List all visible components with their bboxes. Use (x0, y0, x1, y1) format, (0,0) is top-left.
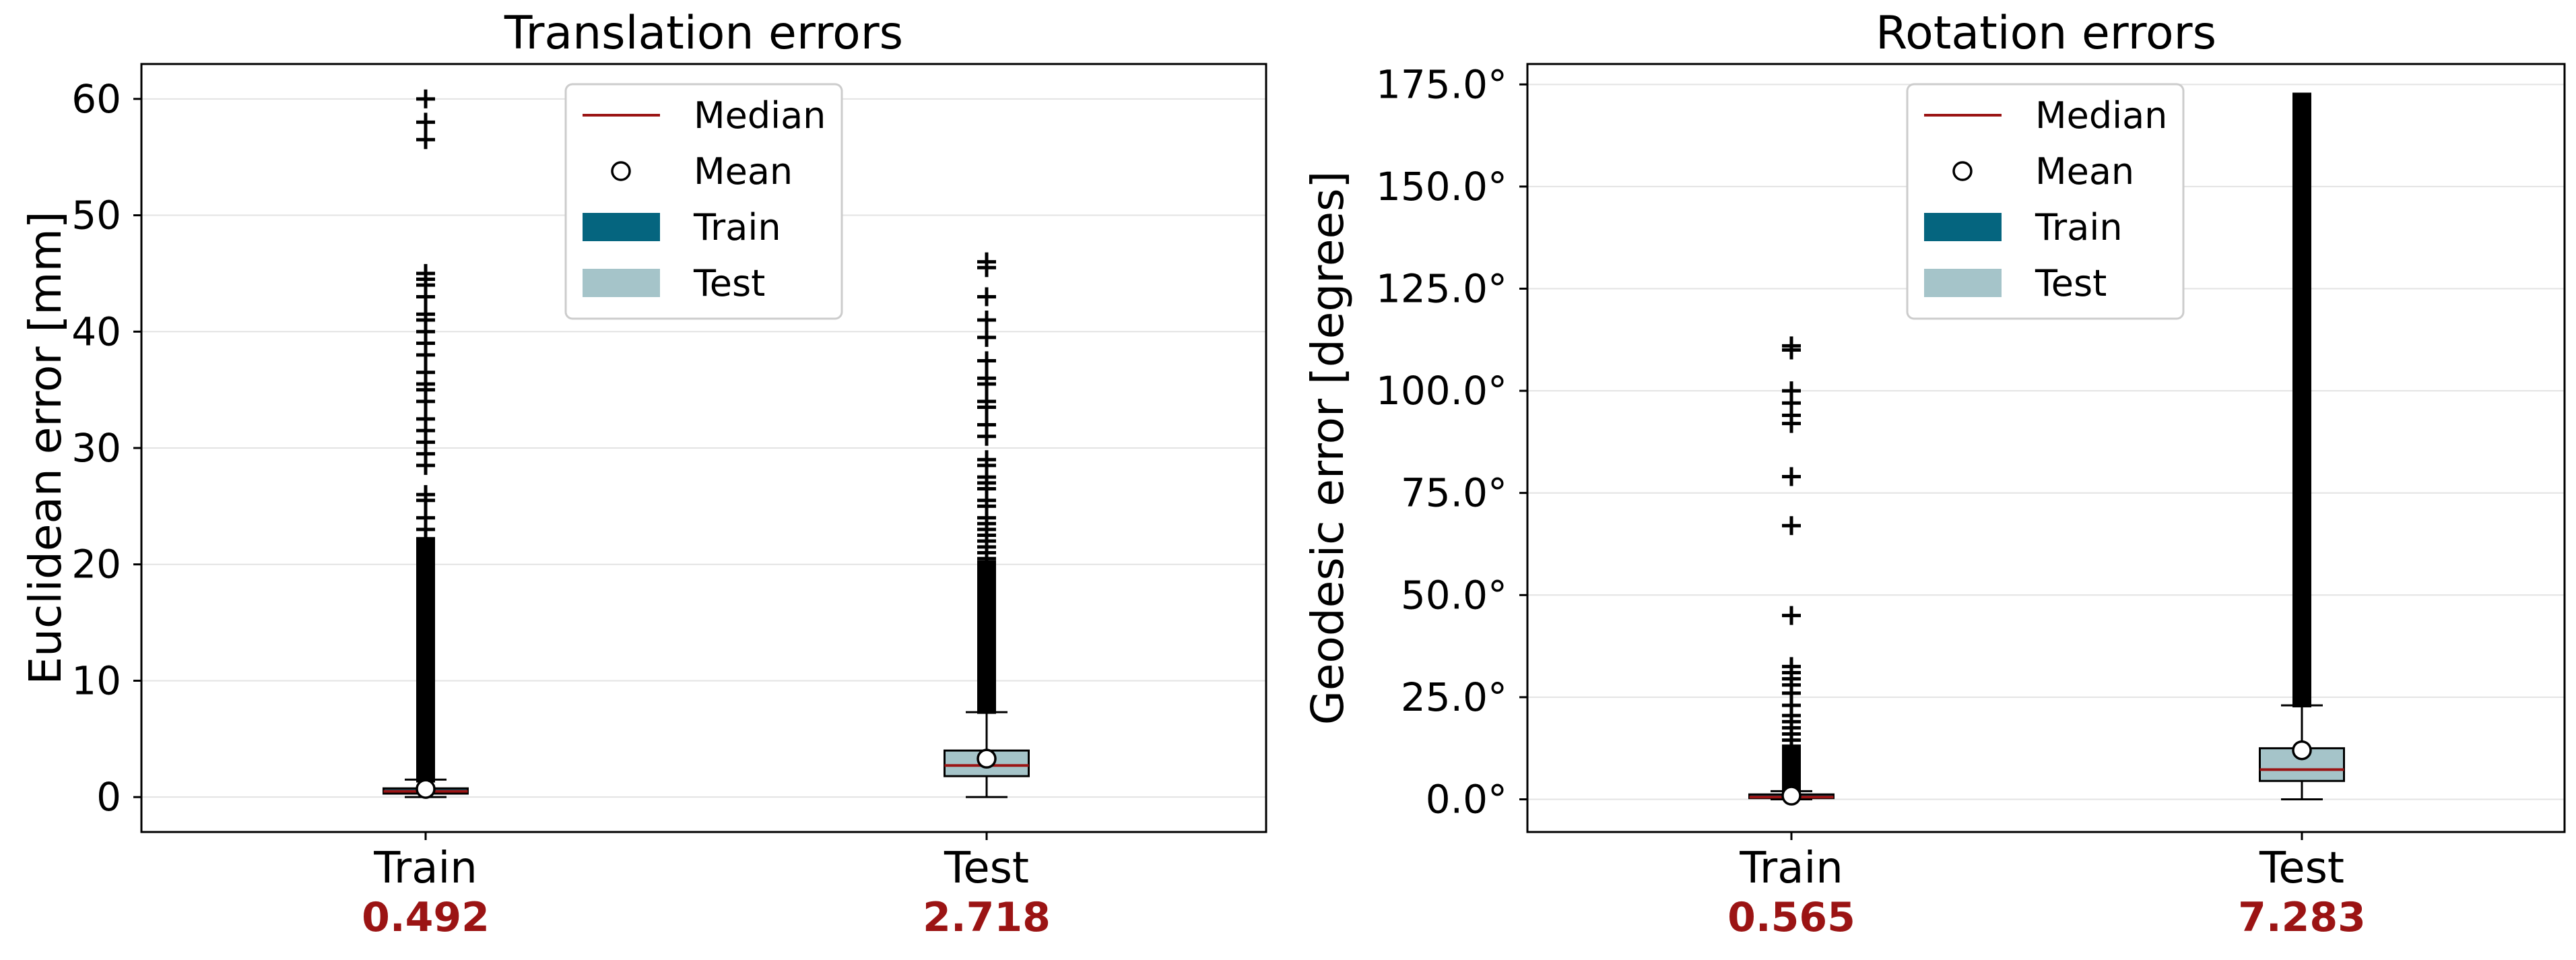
legend-label: Mean (2035, 150, 2134, 193)
flier-point (416, 508, 435, 527)
legend-frame (564, 83, 843, 320)
legend-label: Test (2035, 262, 2107, 305)
median-value-label: 0.565 (1727, 894, 1855, 941)
legend-test-swatch (1924, 269, 2002, 297)
flier-point (1782, 381, 1801, 401)
flier-point (416, 130, 435, 150)
flier-point (977, 369, 996, 388)
median-value-label: 0.492 (362, 894, 490, 941)
x-tick-label: Train (1739, 843, 1843, 893)
legend: Median Mean Train Test (1906, 83, 2185, 320)
flier-point (977, 391, 996, 411)
flier-band (977, 560, 996, 714)
flier-point (1782, 336, 1801, 356)
y-axis-label: Geodesic error [degrees] (1302, 171, 1354, 726)
x-tick-label: Test (944, 843, 1029, 893)
legend-test-swatch (583, 269, 660, 297)
flier-point (416, 113, 435, 132)
box-train (383, 89, 469, 799)
mean-marker (977, 748, 997, 769)
flier-point (416, 89, 435, 108)
y-tick-label: 20 (71, 542, 121, 587)
flier-point (416, 362, 435, 382)
flier-band (2292, 92, 2311, 707)
flier-point (416, 305, 435, 324)
y-axis-label: Euclidean error [mm] (20, 211, 71, 684)
legend-label: Median (694, 94, 826, 137)
legend-mean-swatch (1952, 161, 1973, 181)
legend-label: Median (2035, 94, 2167, 137)
chart-title: Translation errors (504, 7, 903, 60)
plot-frame (1526, 63, 2566, 833)
chart-title: Rotation errors (1876, 7, 2216, 60)
y-tick-label: 25.0° (1401, 674, 1507, 720)
flier-point (977, 327, 996, 347)
legend-label: Train (2035, 206, 2123, 249)
x-tick-label: Train (373, 843, 477, 893)
y-tick-label: 50.0° (1401, 572, 1507, 618)
flier-point (977, 450, 996, 470)
legend-mean-swatch (611, 161, 631, 181)
y-tick-label: 60 (71, 76, 121, 122)
y-tick-label: 0 (96, 774, 121, 820)
legend: Median Mean Train Test (564, 83, 843, 320)
y-tick-label: 125.0° (1376, 266, 1507, 312)
flier-point (1782, 516, 1801, 536)
y-tick-label: 10 (71, 658, 121, 703)
box-train (1748, 336, 1835, 806)
y-tick-label: 175.0° (1376, 61, 1507, 107)
flier-point (977, 415, 996, 435)
flier-point (416, 409, 435, 428)
y-tick-label: 0.0° (1426, 776, 1507, 822)
rotation-errors-panel: 0.0° 25.0° 50.0° 75.0° 100.0° 125.0° 150.0° 175… (1302, 7, 2566, 941)
box-test (944, 252, 1030, 798)
mean-marker (416, 779, 436, 799)
y-tick-label: 50 (71, 193, 121, 238)
median-value-label: 7.283 (2238, 894, 2366, 941)
legend-frame (1906, 83, 2185, 320)
y-tick-label: 30 (71, 425, 121, 471)
y-tick-label: 40 (71, 309, 121, 354)
flier-point (1782, 606, 1801, 625)
flier-band (416, 537, 435, 783)
flier-point (977, 252, 996, 271)
legend-label: Test (693, 262, 765, 305)
flier-point (977, 351, 996, 371)
flier-point (1782, 467, 1801, 486)
flier-point (977, 287, 996, 307)
flier-point (1782, 657, 1801, 676)
flier-point (416, 263, 435, 283)
y-tick-label: 75.0° (1401, 470, 1507, 516)
mean-marker (1781, 786, 1802, 806)
y-tick-label: 150.0° (1376, 164, 1507, 210)
mean-marker (2292, 740, 2312, 761)
y-tick-label: 100.0° (1376, 368, 1507, 414)
legend-label: Mean (694, 150, 793, 193)
legend-train-swatch (1924, 213, 2002, 241)
translation-errors-panel: 0102030405060Train0.492Test2.718Translat… (20, 7, 1267, 941)
legend-train-swatch (583, 213, 660, 241)
median-value-label: 2.718 (923, 894, 1051, 941)
box-test (2259, 92, 2345, 800)
flier-point (416, 485, 435, 505)
legend-label: Train (693, 206, 781, 249)
x-tick-label: Test (2259, 843, 2344, 893)
flier-point (977, 311, 996, 329)
